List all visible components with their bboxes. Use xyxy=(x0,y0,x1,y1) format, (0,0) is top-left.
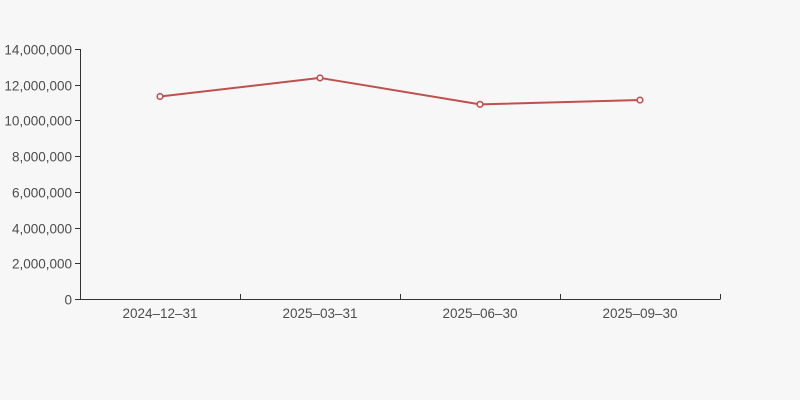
y-axis-tick-label: 12,000,000 xyxy=(4,79,72,94)
x-axis-tick-label: 2025–03–31 xyxy=(282,306,357,321)
x-axis-tick-label: 2025–06–30 xyxy=(442,306,517,321)
y-axis-tick-label: 4,000,000 xyxy=(12,222,72,237)
y-axis-tick-label: 8,000,000 xyxy=(12,150,72,165)
trend-line xyxy=(159,76,641,106)
x-axis-tick-label: 2024–12–31 xyxy=(122,306,197,321)
x-axis-tick-label: 2025–09–30 xyxy=(602,306,677,321)
y-axis-tick-label: 14,000,000 xyxy=(4,43,72,58)
data-point-marker[interactable] xyxy=(636,96,644,104)
data-point-marker[interactable] xyxy=(476,100,484,108)
data-point-marker[interactable] xyxy=(156,92,164,101)
y-axis-tick-label: 2,000,000 xyxy=(12,257,72,272)
y-axis-tick-label: 10,000,000 xyxy=(4,114,72,129)
y-axis-tick-label: 6,000,000 xyxy=(12,186,72,201)
data-point-marker[interactable] xyxy=(316,74,324,82)
y-axis-tick-label: 0 xyxy=(64,293,72,308)
